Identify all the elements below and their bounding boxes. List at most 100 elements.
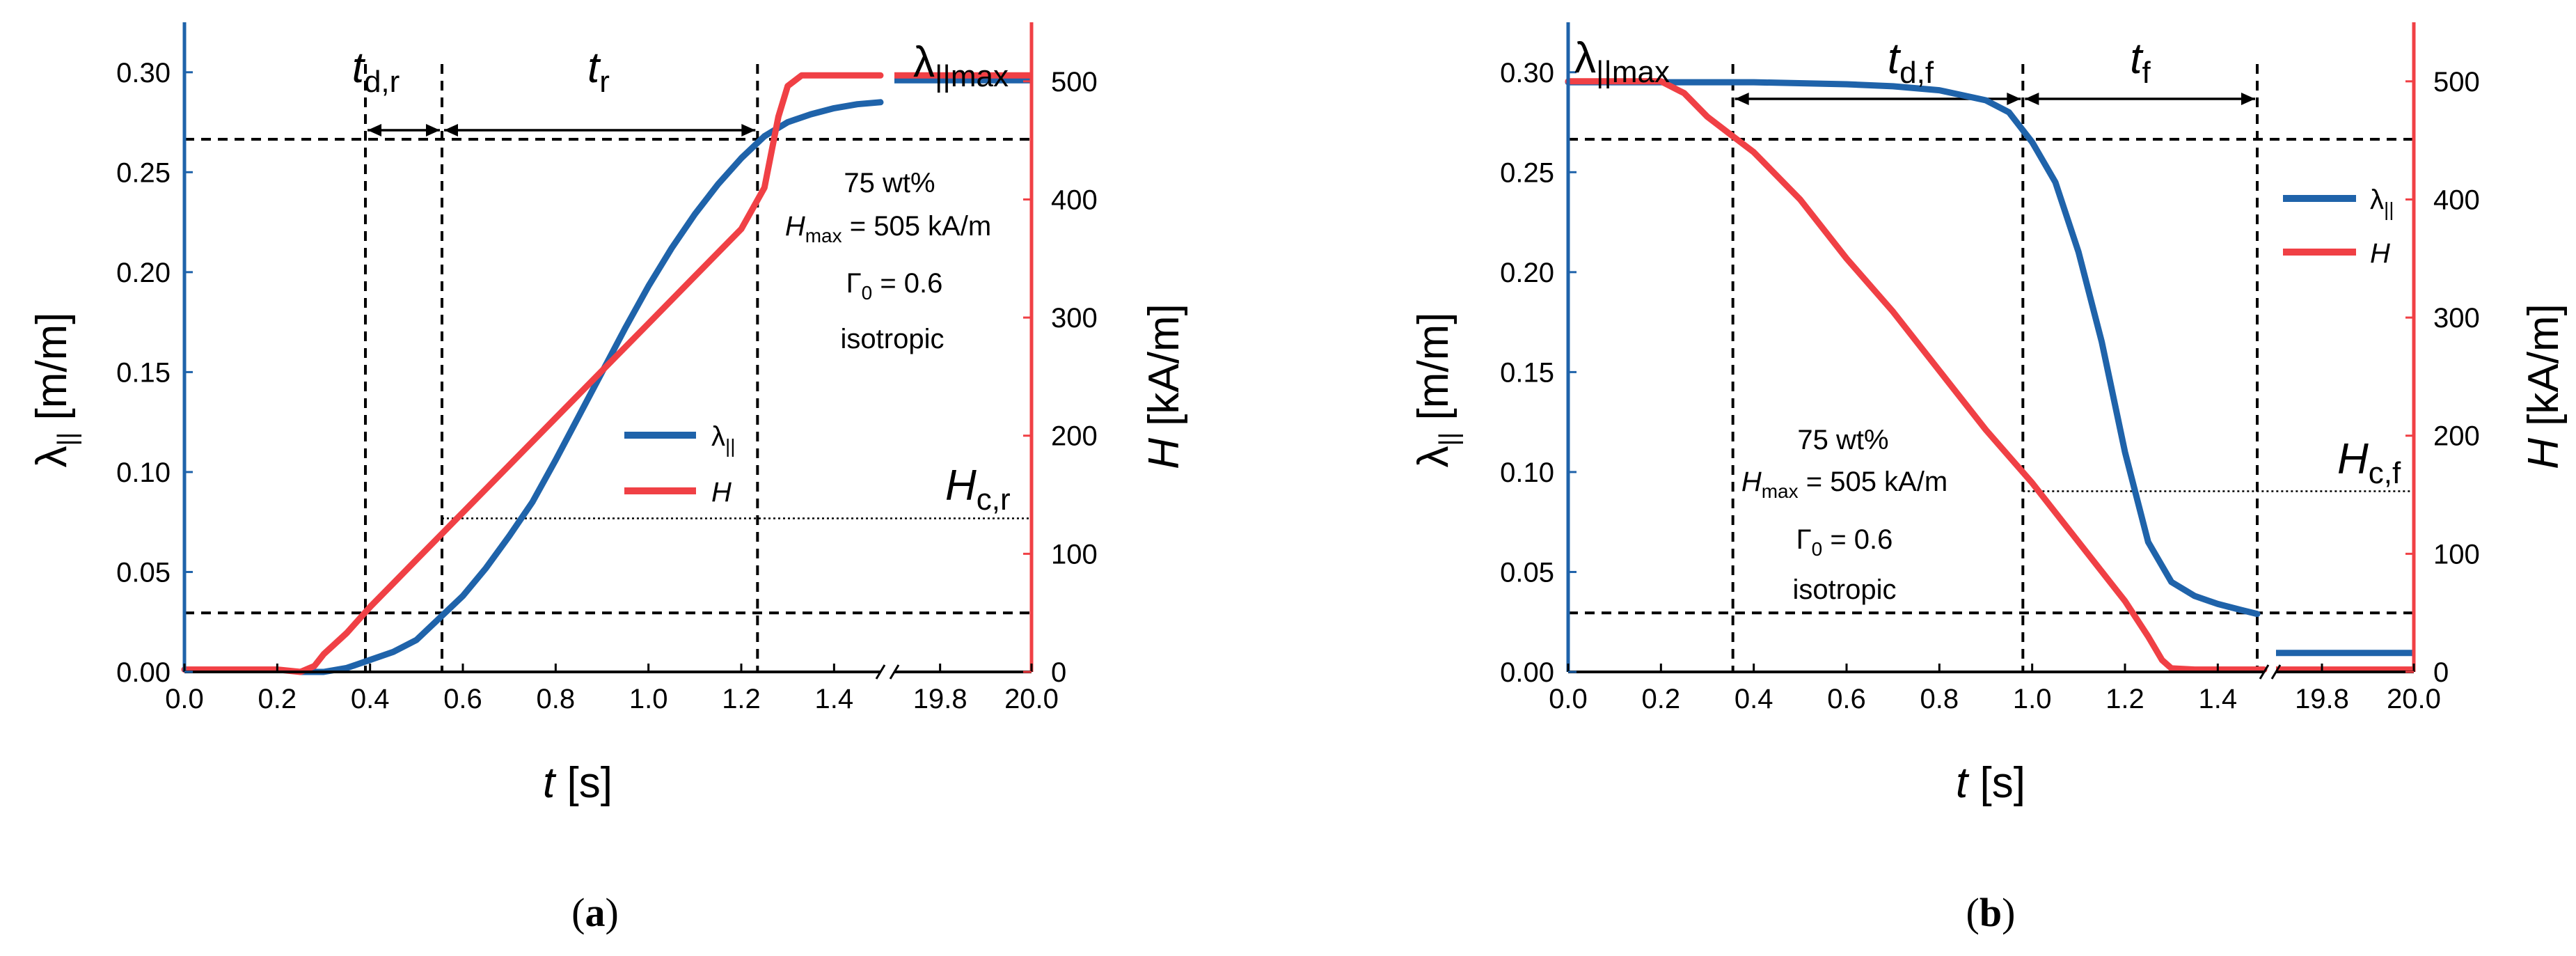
- panel-b-chart: 0.0 0.2 0.4 0.6 0.8 1.0 1.2 1.4 19.8 20.0 0.00 0.05…: [1409, 22, 2568, 935]
- panel-b-y-left-tick-label: 0.00: [1500, 657, 1554, 688]
- panel-b-legend-lambda-label: λ||: [2370, 185, 2394, 220]
- panel-a-x-tick-label: 0.4: [351, 684, 390, 714]
- panel-b-series-lambda-line: [1565, 79, 2261, 618]
- panel-a-series-h-line: [181, 72, 884, 675]
- panel-b-y-right-tick-label: 200: [2433, 421, 2480, 452]
- panel-b-reference-lines: [1568, 64, 2414, 672]
- panel-b-x-tick-label: 0.8: [1920, 684, 1959, 714]
- panel-a-annotation-material: 75 wt%: [844, 168, 935, 198]
- panel-b-series-h-line: [1565, 78, 2268, 673]
- panel-a-x-tick-label: 0.0: [165, 684, 204, 714]
- panel-b-lambda-max-label: λ||max: [1574, 34, 1670, 89]
- panel-a-axis-break-mark-2: [889, 664, 900, 680]
- panel-a-y-right-tick-label: 300: [1051, 303, 1098, 334]
- panel-a-hc-label: Hc,r: [945, 462, 1011, 517]
- panel-a-interval-arrowhead-right-0: [426, 124, 440, 136]
- panel-a-annotation-kind: isotropic: [841, 324, 945, 354]
- panel-a-y-left-tick-label: 0.00: [116, 657, 171, 688]
- panel-b-y-left-tick-label: 0.20: [1500, 258, 1554, 288]
- panel-a-series: [181, 72, 1032, 675]
- panel-a-interval-arrowhead-right-1: [741, 124, 756, 136]
- panel-a-series-lambda-line: [297, 99, 884, 675]
- panel-b-x-tick-label: 20.0: [2387, 684, 2441, 714]
- panel-a-left-axis-title: λ|| [m/m]: [28, 313, 82, 468]
- panel-b-x-tick-label: 1.4: [2199, 684, 2238, 714]
- panel-a-chart: 0.0 0.2 0.4 0.6 0.8 1.0 1.2 1.4 19.8 20.0 0.00 0.05…: [28, 22, 1188, 935]
- panel-b-interval-arrowhead-right-0: [2007, 93, 2021, 105]
- panel-a-td-label: td,r: [352, 44, 400, 99]
- panel-b-x-tick-label: 0.0: [1549, 684, 1588, 714]
- panel-b-x-tick-label: 1.0: [2013, 684, 2052, 714]
- panel-a-annotation-gamma: Γ0 = 0.6: [846, 268, 943, 304]
- panel-a-x-tick-label: 1.0: [629, 684, 668, 714]
- panel-a-annotation-hmax: Hmax = 505 kA/m: [785, 211, 991, 246]
- panel-b-tf-label: tf: [2130, 35, 2151, 90]
- panel-b-legend: λ|| H: [2283, 185, 2394, 269]
- panel-a-y-left-tick-label: 0.20: [116, 258, 171, 288]
- panel-a-y-right-tick-label: 100: [1051, 539, 1098, 570]
- panel-a-right-axis-title: H [kA/m]: [1140, 304, 1188, 469]
- panel-b-y-right-tick-label: 100: [2433, 539, 2480, 570]
- panel-a-y-right-tick-label: 500: [1051, 67, 1098, 97]
- panel-a-x-tick-label: 0.8: [537, 684, 576, 714]
- panel-b-legend-h-label: H: [2370, 238, 2390, 269]
- panel-b-x-tick-label: 0.6: [1827, 684, 1866, 714]
- panel-a-y-right-tick-label: 200: [1051, 421, 1098, 452]
- panel-b-y-left-tick-label: 0.05: [1500, 557, 1554, 588]
- panel-b-x-tick-label: 0.2: [1642, 684, 1681, 714]
- panel-a-x-tick-label: 1.4: [815, 684, 854, 714]
- panel-a-x-tick-label: 0.2: [258, 684, 297, 714]
- panel-b-annotation-hmax: Hmax = 505 kA/m: [1741, 467, 1947, 502]
- panel-a-x-tick-label: 20.0: [1004, 684, 1059, 714]
- panel-a-y-left-tick-label: 0.15: [116, 357, 171, 388]
- panel-a-reference-lines: [184, 64, 1032, 672]
- panel-b-y-right-tick-label: 300: [2433, 303, 2480, 334]
- panel-a-caption: (a): [571, 890, 619, 935]
- panel-b-y-left-tick-label: 0.30: [1500, 58, 1554, 88]
- panel-b-axis-break-mark-1: [2259, 664, 2270, 680]
- panel-b-hc-label: Hc,f: [2337, 435, 2401, 490]
- panel-a-y-right-tick-label: 400: [1051, 185, 1098, 215]
- panel-b-x-tick-label: 0.4: [1735, 684, 1773, 714]
- panel-b-y-right-tick-label: 500: [2433, 67, 2480, 97]
- panel-b-interval-arrowhead-left-1: [2025, 93, 2039, 105]
- panel-b-x-axis-title: t [s]: [1956, 759, 2025, 807]
- panel-b-interval-arrowhead-left-0: [1735, 93, 1749, 105]
- panel-a-interval-arrowhead-left-1: [444, 124, 458, 136]
- panel-b-y-left-tick-label: 0.15: [1500, 357, 1554, 388]
- panel-b-axis-break-mark-2: [2270, 664, 2282, 680]
- panel-a-y-left-tick-label: 0.05: [116, 557, 171, 588]
- panel-a-x-axis-title: t [s]: [543, 759, 613, 807]
- panel-b-annotation-kind: isotropic: [1793, 574, 1897, 605]
- panel-b-x-tick-label: 19.8: [2295, 684, 2349, 714]
- panel-a-x-tick-label: 1.2: [722, 684, 761, 714]
- panel-b-x-tick-label: 1.2: [2105, 684, 2144, 714]
- panel-b-annotation: 75 wt% Hmax = 505 kA/m Γ0 = 0.6 isotropi…: [1741, 425, 1947, 605]
- panel-a-y-left-tick-label: 0.25: [116, 157, 171, 188]
- panel-a-axes: [182, 22, 1034, 680]
- panel-b-interval-arrowhead-right-1: [2241, 93, 2255, 105]
- panel-b-y-left-tick-label: 0.25: [1500, 157, 1554, 188]
- panel-b-caption: (b): [1966, 890, 2016, 935]
- panel-a-lambda-max-label: λ||max: [913, 38, 1009, 93]
- panel-b-y-left-tick-label: 0.10: [1500, 457, 1554, 488]
- panel-b-series: [1565, 78, 2414, 673]
- panel-b-y-right-tick-label: 0: [2433, 657, 2449, 688]
- panel-b-axes: [1566, 22, 2416, 680]
- panel-a-interval-arrowhead-left-0: [368, 124, 381, 136]
- panel-a-legend: λ|| H: [624, 421, 736, 508]
- panel-b-td-label: td,f: [1888, 35, 1934, 90]
- panel-b-right-axis-title: H [kA/m]: [2520, 304, 2568, 469]
- panel-a-legend-h-label: H: [711, 477, 732, 508]
- panel-a-x-tick-label: 19.8: [913, 684, 967, 714]
- panel-b-y-right-tick-label: 400: [2433, 185, 2480, 215]
- panel-a-y-left-tick-label: 0.10: [116, 457, 171, 488]
- panel-a-x-tick-label: 0.6: [443, 684, 482, 714]
- panel-b-annotation-material: 75 wt%: [1797, 425, 1888, 455]
- panel-a-y-right-tick-label: 0: [1051, 657, 1066, 688]
- panel-b-annotation-gamma: Γ0 = 0.6: [1796, 524, 1893, 560]
- panel-a-tick-labels: 0.0 0.2 0.4 0.6 0.8 1.0 1.2 1.4 19.8 20.0 0.00 0.05…: [116, 58, 1098, 714]
- panel-a-axis-break-mark-1: [875, 664, 886, 680]
- panel-a-legend-lambda-label: λ||: [711, 421, 736, 457]
